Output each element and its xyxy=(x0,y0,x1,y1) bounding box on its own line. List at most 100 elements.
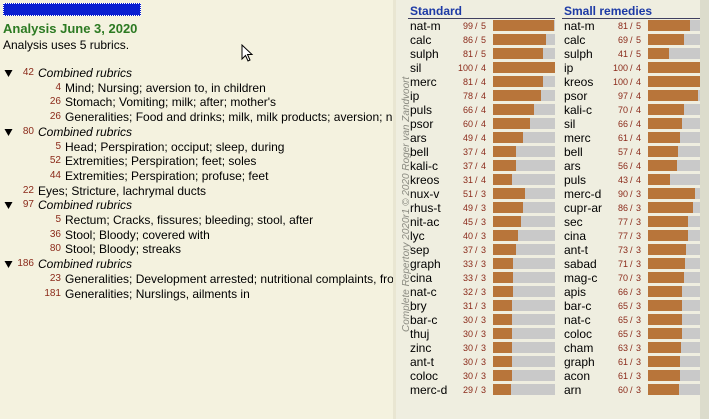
remedy-name[interactable]: kali-c xyxy=(410,159,439,173)
remedy-name[interactable]: ars xyxy=(410,131,427,145)
rubric-count: 4 xyxy=(55,81,61,93)
remedy-name[interactable]: ant-t xyxy=(410,355,435,369)
rubric-label[interactable]: Generalities; Food and drinks; milk, mil… xyxy=(65,110,393,125)
separator: / xyxy=(630,217,633,227)
remedy-name[interactable]: psor xyxy=(564,89,588,103)
remedy-name[interactable]: bar-c xyxy=(410,313,438,327)
remedy-name[interactable]: nat-c xyxy=(410,285,437,299)
rubric-count: 3 xyxy=(636,357,642,367)
remedy-name[interactable]: cina xyxy=(564,229,587,243)
remedy-name[interactable]: sep xyxy=(410,243,430,257)
score-bar xyxy=(493,76,544,87)
remedy-name[interactable]: bry xyxy=(410,299,427,313)
rubric-label[interactable]: Stool; Bloody; streaks xyxy=(65,242,182,257)
remedy-name[interactable]: thuj xyxy=(410,327,430,341)
remedy-name[interactable]: puls xyxy=(410,103,433,117)
remedy-name[interactable]: graph xyxy=(410,257,441,271)
rubric-label[interactable]: Extremities; Perspiration; profuse; feet xyxy=(65,168,269,183)
group-label[interactable]: Combined rubrics xyxy=(38,257,133,272)
remedy-name[interactable]: cupr-ar xyxy=(564,201,603,215)
remedy-name[interactable]: calc xyxy=(564,33,586,47)
separator: / xyxy=(475,189,478,199)
rubric-count: 4 xyxy=(636,161,642,171)
remedy-name[interactable]: ars xyxy=(564,159,581,173)
remedy-name[interactable]: coloc xyxy=(410,369,439,383)
remedy-name[interactable]: cham xyxy=(564,341,594,355)
remedy-name[interactable]: coloc xyxy=(564,327,593,341)
score-bar xyxy=(493,34,547,45)
remedy-name[interactable]: acon xyxy=(564,369,591,383)
remedy-name[interactable]: ant-t xyxy=(564,243,589,257)
rubric-count: 5 xyxy=(636,35,642,45)
rubric-label[interactable]: Stool; Bloody; covered with xyxy=(65,227,210,242)
remedy-name[interactable]: sil xyxy=(564,117,576,131)
remedy-name[interactable]: kali-c xyxy=(564,103,593,117)
rubric-label[interactable]: Generalities; Development arrested; nutr… xyxy=(65,271,393,286)
score-bar xyxy=(648,342,681,353)
rubric-count: 3 xyxy=(636,371,642,381)
remedy-name[interactable]: psor xyxy=(410,117,434,131)
remedy-name[interactable]: sulph xyxy=(410,47,439,61)
scrollbar[interactable] xyxy=(700,0,709,419)
remedy-name[interactable]: apis xyxy=(564,285,587,299)
separator: / xyxy=(475,273,478,283)
remedy-name[interactable]: graph xyxy=(564,355,595,369)
expand-toggle[interactable] xyxy=(4,260,13,269)
remedy-name[interactable]: calc xyxy=(410,33,432,47)
group-label[interactable]: Combined rubrics xyxy=(38,66,133,80)
rubric-count: 3 xyxy=(481,371,487,381)
expand-toggle[interactable] xyxy=(4,69,13,78)
remedy-name[interactable]: nit-ac xyxy=(410,215,440,229)
remedy-name[interactable]: merc-d xyxy=(564,187,602,201)
score: 30 xyxy=(462,357,473,367)
remedy-name[interactable]: kreos xyxy=(410,173,440,187)
remedy-name[interactable]: ip xyxy=(410,89,420,103)
remedy-name[interactable]: sec xyxy=(564,215,583,229)
remedy-name[interactable]: merc xyxy=(564,131,591,145)
remedy-name[interactable]: bar-c xyxy=(564,299,592,313)
remedy-name[interactable]: nat-m xyxy=(410,19,441,33)
score-bar xyxy=(648,76,700,87)
rubric-count: 4 xyxy=(481,119,487,129)
separator: / xyxy=(630,343,633,353)
remedy-name[interactable]: sulph xyxy=(564,47,593,61)
expand-toggle[interactable] xyxy=(4,128,13,137)
score-bar xyxy=(648,48,670,59)
group-label[interactable]: Combined rubrics xyxy=(38,198,133,213)
remedy-name[interactable]: bell xyxy=(410,145,429,159)
rubric-label[interactable]: Mind; Nursing; aversion to, in children xyxy=(65,80,266,95)
remedy-name[interactable]: merc-d xyxy=(410,383,448,397)
rubric-label[interactable]: Head; Perspiration; occiput; sleep, duri… xyxy=(65,139,285,154)
score: 65 xyxy=(617,315,628,325)
remedy-name[interactable]: nat-c xyxy=(564,313,591,327)
selection-bar[interactable] xyxy=(3,3,141,16)
remedy-name[interactable]: rhus-t xyxy=(410,201,441,215)
remedy-name[interactable]: merc xyxy=(410,75,437,89)
remedy-name[interactable]: puls xyxy=(564,173,587,187)
remedy-name[interactable]: zinc xyxy=(410,341,432,355)
group-label[interactable]: Combined rubrics xyxy=(38,124,133,139)
bar-track xyxy=(493,328,555,339)
remedy-name[interactable]: sabad xyxy=(564,257,597,271)
bar-track xyxy=(493,244,555,255)
rubric-label[interactable]: Eyes; Stricture, lachrymal ducts xyxy=(38,183,207,198)
remedy-name[interactable]: lyc xyxy=(410,229,425,243)
remedy-name[interactable]: nux-v xyxy=(410,187,440,201)
rubric-label[interactable]: Stomach; Vomiting; milk; after; mother's xyxy=(65,95,277,110)
rubric-label[interactable]: Extremities; Perspiration; feet; soles xyxy=(65,154,257,169)
remedy-name[interactable]: arn xyxy=(564,383,582,397)
rubric-label[interactable]: Generalities; Nurslings, ailments in xyxy=(65,286,250,301)
remedy-name[interactable]: cina xyxy=(410,271,433,285)
score: 56 xyxy=(617,161,628,171)
remedy-name[interactable]: nat-m xyxy=(564,19,595,33)
rubric-label[interactable]: Rectum; Cracks, fissures; bleeding; stoo… xyxy=(65,213,314,227)
remedy-name[interactable]: bell xyxy=(564,145,583,159)
remedy-name[interactable]: ip xyxy=(564,61,574,75)
remedy-name[interactable]: mag-c xyxy=(564,271,598,285)
score-bar xyxy=(493,314,512,325)
remedy-name[interactable]: kreos xyxy=(564,75,594,89)
score: 49 xyxy=(462,133,473,143)
score-bar xyxy=(493,258,514,269)
remedy-name[interactable]: sil xyxy=(410,61,422,75)
expand-toggle[interactable] xyxy=(4,201,13,210)
